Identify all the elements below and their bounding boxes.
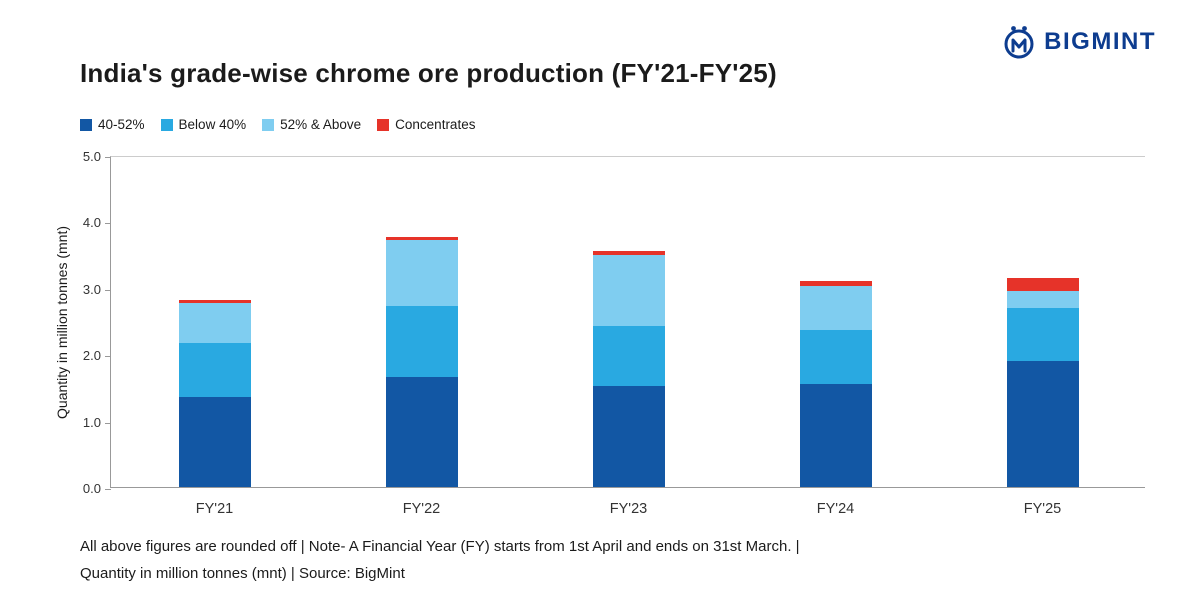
bar-segment-fy-24-40-52: [799, 384, 872, 487]
legend-label-52-above: 52% & Above: [280, 117, 362, 132]
x-tick-label-fy-25: FY'25: [1023, 501, 1062, 517]
x-tick-label-fy-24: FY'24: [816, 501, 855, 517]
legend-item-52-above: 52% & Above: [262, 117, 361, 132]
footnote-line-2: Quantity in million tonnes (mnt) | Sourc…: [80, 565, 405, 582]
bigmint-logo-text: BIGMINT: [1044, 28, 1156, 55]
y-axis-title: Quantity in million tonnes (mnt): [52, 156, 72, 488]
y-tick-label-2-0: 2.0: [82, 348, 101, 364]
x-tick-label-fy-22: FY'22: [402, 501, 441, 517]
y-tick-label-0-0: 0.0: [82, 481, 101, 496]
bar-segment-fy-24-concentrates: [799, 280, 872, 286]
legend-label-concentrates: Concentrates: [395, 117, 476, 132]
legend-label-below-40: Below 40%: [178, 117, 247, 132]
bar-segment-fy-21-concentrates: [178, 299, 251, 304]
bar-segment-fy-25-40-52: [1006, 360, 1079, 487]
y-tick-label-4-0: 4.0: [82, 215, 101, 231]
y-tick-label-3-0: 3.0: [82, 281, 101, 297]
bar-segment-fy-24-52-above: [799, 285, 872, 330]
bar-segment-fy-22-52-above: [385, 240, 458, 307]
bar-segment-fy-25-52-above: [1006, 291, 1079, 308]
y-tick-mark-2-0: [105, 356, 111, 358]
bar-segment-fy-22-40-52: [385, 377, 458, 487]
legend-item-below-40: Below 40%: [160, 117, 247, 132]
legend-label-40-52: 40-52%: [98, 117, 145, 132]
bar-segment-fy-21-52-above: [178, 303, 251, 343]
bar-segment-fy-25-concentrates: [1006, 277, 1079, 292]
bar-segment-fy-23-52-above: [592, 254, 665, 327]
bar-segment-fy-23-below-40: [592, 326, 665, 387]
y-tick-mark-3-0: [105, 289, 111, 291]
footnote: All above figures are rounded off | Note…: [80, 533, 800, 587]
footnote-line-1: All above figures are rounded off | Note…: [80, 538, 800, 555]
bar-segment-fy-25-below-40: [1006, 307, 1079, 361]
bigmint-logo: BIGMINT: [1002, 24, 1156, 60]
legend-swatch-below-40: [160, 118, 173, 131]
y-tick-mark-5-0: [105, 157, 111, 158]
legend-swatch-concentrates: [377, 118, 390, 131]
x-tick-label-fy-23: FY'23: [609, 501, 648, 517]
x-tick-label-fy-21: FY'21: [195, 501, 234, 517]
legend-item-concentrates: Concentrates: [377, 117, 475, 132]
chart-title: India's grade-wise chrome ore production…: [80, 58, 777, 88]
bar-segment-fy-24-below-40: [799, 329, 872, 385]
bar-segment-fy-23-40-52: [592, 386, 665, 487]
bar-segment-fy-22-below-40: [385, 306, 458, 378]
legend-swatch-52-above: [262, 118, 275, 131]
y-tick-mark-1-0: [105, 422, 111, 424]
y-tick-mark-0-0: [105, 489, 111, 490]
y-tick-label-1-0: 1.0: [82, 414, 101, 430]
plot-area: 0.0 1.0 2.0 3.0 4.0 5.0 FY'21 FY'22 FY'23 FY'24 FY…: [83, 149, 1145, 517]
bar-segment-fy-21-below-40: [178, 342, 251, 398]
bigmint-logo-icon: [1004, 26, 1034, 59]
bar-segment-fy-22-concentrates: [385, 236, 458, 240]
bar-segment-fy-21-40-52: [178, 397, 251, 487]
legend: 40-52% Below 40% 52% & Above Concentrates: [80, 117, 475, 132]
y-axis-title-text: Quantity in million tonnes (mnt): [54, 225, 70, 419]
y-tick-mark-4-0: [105, 223, 111, 225]
legend-item-40-52: 40-52%: [80, 117, 145, 132]
legend-swatch-40-52: [80, 118, 92, 131]
bar-segment-fy-23-concentrates: [592, 250, 665, 255]
y-tick-label-5-0: 5.0: [82, 149, 101, 164]
